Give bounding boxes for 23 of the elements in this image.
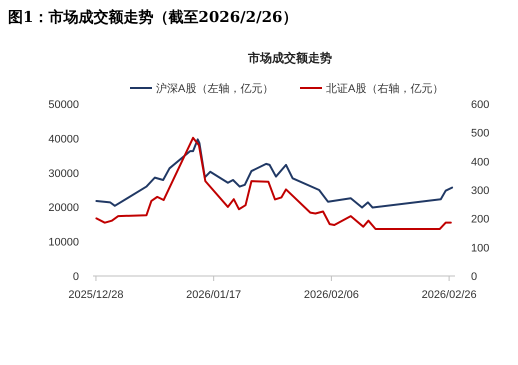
legend-label: 沪深A股（左轴，亿元） xyxy=(156,82,274,95)
y2-tick-label: 0 xyxy=(471,271,478,283)
line-series xyxy=(95,138,454,209)
line-series xyxy=(95,136,452,230)
y2-tick-label: 200 xyxy=(471,214,490,226)
y2-tick-label: 600 xyxy=(471,99,490,111)
y2-tick-label: 100 xyxy=(471,242,490,254)
y2-tick-label: 300 xyxy=(471,185,490,197)
y-tick-label: 10000 xyxy=(48,236,79,249)
legend-label: 北证A股（右轴，亿元） xyxy=(326,82,444,95)
x-tick-label: 2026/02/26 xyxy=(422,289,477,301)
x-tick-label: 2026/02/06 xyxy=(304,289,359,301)
y-tick-label: 50000 xyxy=(48,99,79,111)
y-tick-label: 0 xyxy=(72,271,79,283)
y-tick-label: 20000 xyxy=(48,202,79,214)
y-tick-label: 40000 xyxy=(48,133,79,146)
x-tick-label: 2025/12/28 xyxy=(68,289,124,301)
x-tick-label: 2026/01/17 xyxy=(186,289,242,301)
chart-title: 图1：市场成交额走势（截至2026/2/26） xyxy=(8,8,298,26)
chart-subtitle: 市场成交额走势 xyxy=(247,51,332,65)
y2-tick-label: 400 xyxy=(471,156,490,168)
y-tick-label: 30000 xyxy=(48,168,79,180)
y2-tick-label: 500 xyxy=(471,128,490,140)
